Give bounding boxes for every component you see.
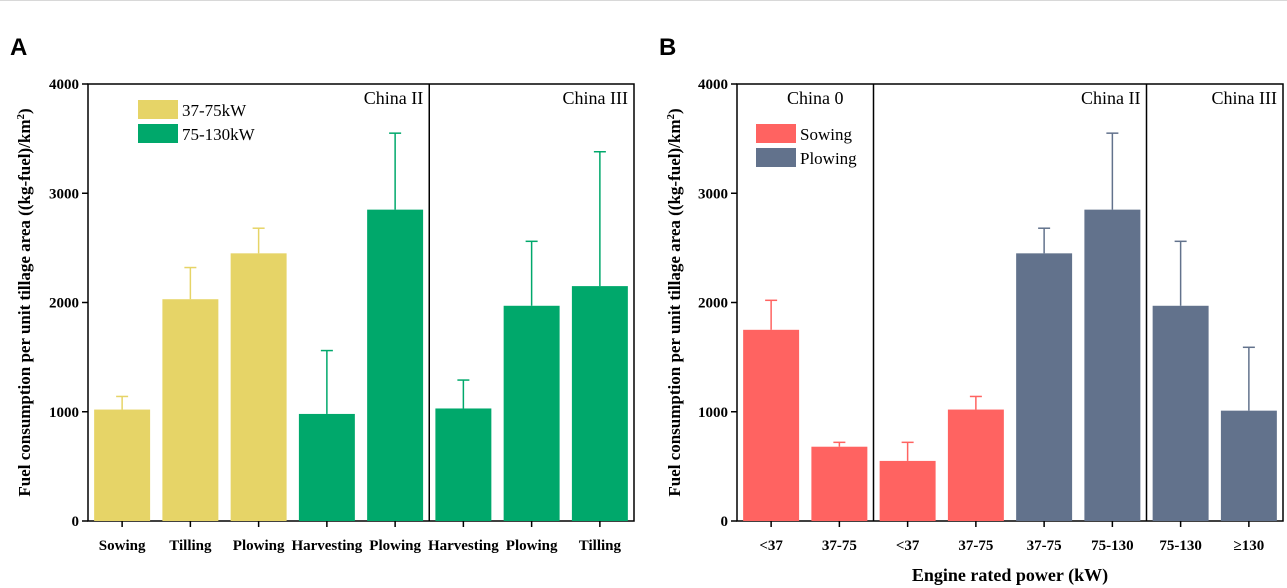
panel-label: A (10, 34, 27, 61)
bar (1152, 305, 1209, 521)
panel-label: B (659, 34, 676, 61)
y-tick-label: 0 (72, 514, 80, 530)
y-axis-label: Fuel consumption per unit tillage area (… (665, 108, 684, 496)
region-label: China II (1081, 88, 1140, 108)
region-label: China II (364, 88, 423, 108)
y-tick-label: 0 (721, 514, 729, 530)
bar (230, 253, 287, 521)
x-tick-label: 37-75 (958, 538, 993, 554)
y-axis-label-sup: 2 (665, 114, 677, 120)
x-tick-label: Plowing (233, 538, 285, 554)
y-tick-label: 4000 (49, 77, 79, 93)
bar (503, 305, 560, 521)
x-axis-label: Engine rated power (kW) (912, 565, 1108, 586)
y-axis-label-main: Fuel consumption per unit tillage area (… (15, 120, 34, 497)
y-axis-label-end: ) (15, 108, 34, 114)
x-tick-label: ≥130 (1234, 538, 1265, 554)
x-tick-label: 37-75 (822, 538, 857, 554)
bar (1084, 209, 1141, 521)
x-tick-label: 37-75 (1027, 538, 1062, 554)
bar (367, 209, 424, 521)
bar (571, 286, 628, 521)
bar (298, 413, 355, 521)
bar (162, 299, 219, 521)
legend-label: 75-130kW (182, 125, 256, 144)
x-tick-label: Tilling (579, 538, 622, 554)
region-label: China III (1212, 88, 1277, 108)
y-axis-label-main: Fuel consumption per unit tillage area (… (665, 120, 684, 497)
y-tick-label: 4000 (698, 77, 728, 93)
bar (435, 408, 492, 521)
y-axis-label: Fuel consumption per unit tillage area (… (15, 108, 34, 496)
x-tick-label: Plowing (506, 538, 558, 554)
legend-swatch (756, 148, 796, 167)
bar (1016, 253, 1073, 521)
y-axis-label-end: ) (665, 108, 684, 114)
y-tick-label: 3000 (698, 186, 728, 202)
chart-panel-a: A 0 1000 2000 3000 4000 Fuel consumption per u… (10, 34, 635, 554)
bar (743, 329, 800, 521)
region-label: China 0 (787, 88, 844, 108)
bar (879, 460, 936, 521)
chart-panel-b: B 0 1000 2000 3000 4000 Fuel consumption per u… (659, 34, 1284, 586)
x-tick-label: 75-130 (1091, 538, 1134, 554)
x-tick-label: Plowing (369, 538, 421, 554)
legend-label: Sowing (800, 125, 852, 144)
legend-label: Plowing (800, 149, 857, 168)
x-tick-label: <37 (759, 538, 783, 554)
legend-swatch (756, 124, 796, 143)
y-tick-label: 1000 (49, 405, 79, 421)
x-tick-label: Harvesting (291, 538, 362, 554)
x-tick-label: Sowing (99, 538, 146, 554)
legend-swatch (138, 100, 178, 119)
y-tick-label: 3000 (49, 186, 79, 202)
x-tick-label: Tilling (169, 538, 212, 554)
bar (1220, 410, 1277, 521)
x-tick-label: <37 (896, 538, 920, 554)
x-tick-label: 75-130 (1159, 538, 1202, 554)
legend-swatch (138, 124, 178, 143)
legend-label: 37-75kW (182, 101, 247, 120)
y-axis-label-sup: 2 (15, 114, 27, 120)
bar (947, 409, 1004, 521)
y-tick-label: 2000 (698, 296, 728, 312)
top-divider (0, 0, 1287, 1)
bar (94, 409, 151, 521)
x-tick-label: Harvesting (428, 538, 499, 554)
y-tick-label: 1000 (698, 405, 728, 421)
region-label: China III (563, 88, 628, 108)
bar (811, 446, 868, 521)
y-tick-label: 2000 (49, 296, 79, 312)
